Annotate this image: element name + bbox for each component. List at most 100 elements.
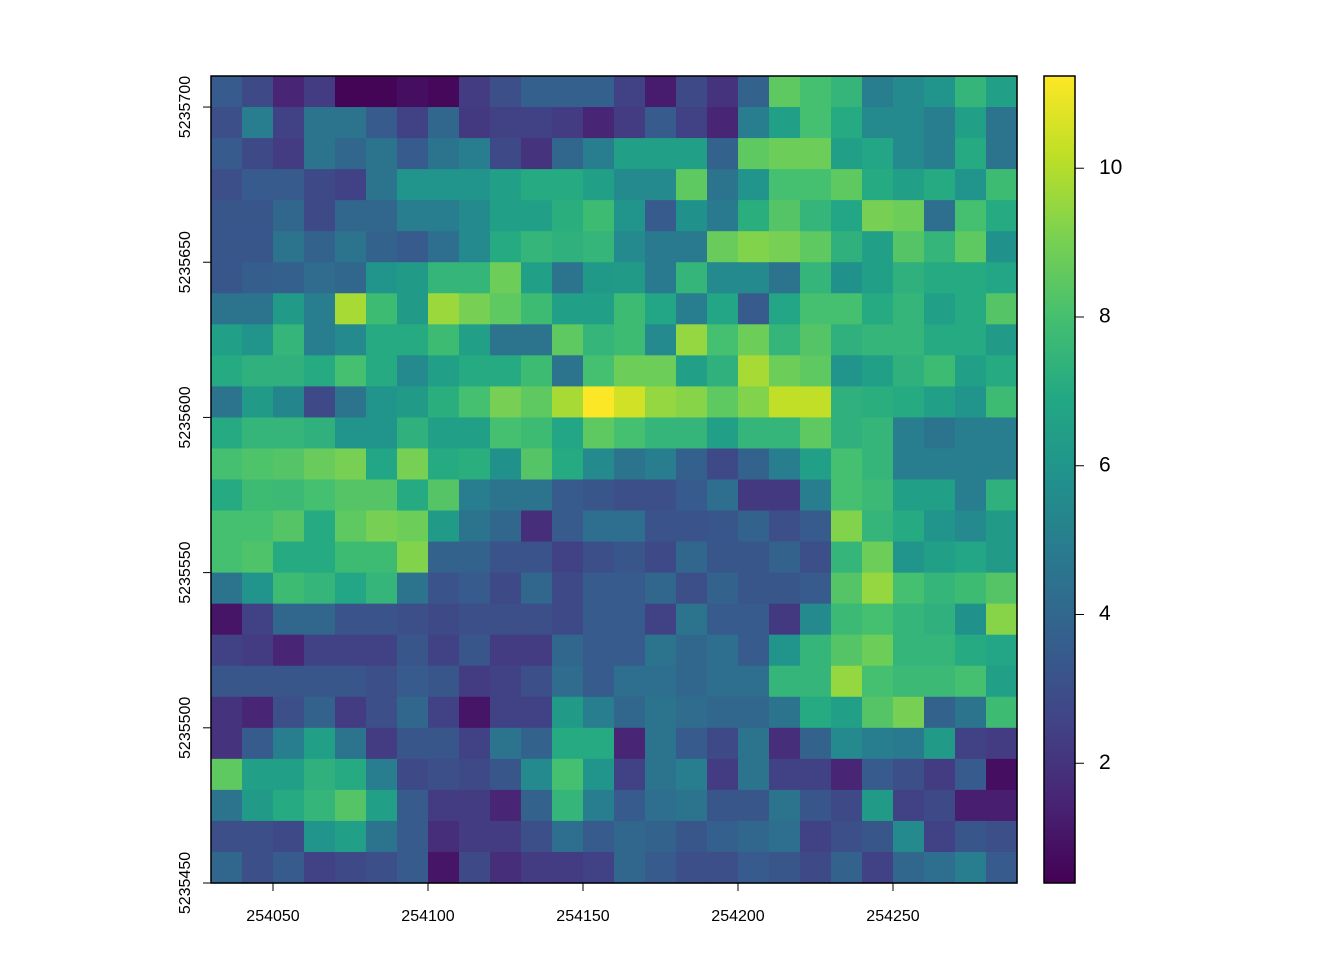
cell — [831, 324, 863, 356]
cell — [831, 696, 863, 729]
cell — [490, 76, 522, 108]
cell — [893, 510, 925, 543]
cell — [521, 510, 553, 543]
cell — [366, 820, 398, 853]
cell — [862, 851, 894, 884]
cell — [552, 696, 584, 729]
cell — [862, 138, 894, 170]
cell — [800, 107, 832, 139]
cell — [211, 107, 243, 139]
cell — [335, 231, 367, 263]
cell — [521, 169, 553, 201]
cell — [521, 572, 553, 605]
cell — [676, 851, 708, 884]
cell — [800, 634, 832, 667]
cell — [521, 603, 553, 636]
cell — [986, 727, 1018, 760]
cell — [428, 448, 460, 481]
cell — [800, 665, 832, 698]
cell — [242, 665, 274, 698]
cell — [614, 200, 646, 232]
cell — [335, 603, 367, 636]
cell — [583, 293, 615, 325]
cell — [800, 727, 832, 760]
cell — [273, 851, 305, 884]
cell — [893, 76, 925, 108]
cell — [800, 789, 832, 822]
cell — [242, 634, 274, 667]
cell — [397, 665, 429, 698]
cell — [397, 572, 429, 605]
cell — [428, 758, 460, 791]
cell — [831, 665, 863, 698]
cell — [862, 634, 894, 667]
cell — [955, 479, 987, 512]
cell — [645, 820, 677, 853]
cell — [304, 851, 336, 884]
cell — [211, 386, 243, 419]
cell — [428, 169, 460, 201]
cell — [676, 727, 708, 760]
cell — [521, 355, 553, 387]
cell — [893, 169, 925, 201]
cell — [490, 727, 522, 760]
cell — [397, 789, 429, 822]
cell — [800, 76, 832, 108]
cell — [335, 820, 367, 853]
cell — [986, 138, 1018, 170]
cell — [769, 231, 801, 263]
cell — [304, 138, 336, 170]
cell — [738, 200, 770, 232]
cell — [738, 727, 770, 760]
cell — [366, 634, 398, 667]
cell — [800, 293, 832, 325]
cell — [831, 417, 863, 450]
cell — [366, 386, 398, 419]
cell — [459, 107, 491, 139]
cell — [645, 572, 677, 605]
cell — [242, 138, 274, 170]
cell — [552, 758, 584, 791]
cell — [676, 603, 708, 636]
x-tick-label: 254150 — [556, 908, 609, 925]
cell — [490, 758, 522, 791]
cell — [552, 541, 584, 574]
cell — [738, 107, 770, 139]
cell — [459, 355, 491, 387]
cell — [614, 448, 646, 481]
cell — [459, 696, 491, 729]
y-tick-label: 5235600 — [177, 386, 194, 448]
cell — [769, 107, 801, 139]
cell — [986, 169, 1018, 201]
x-tick-label: 254100 — [401, 908, 454, 925]
cell — [769, 138, 801, 170]
cell — [211, 603, 243, 636]
cell — [304, 479, 336, 512]
cell — [986, 107, 1018, 139]
cell — [769, 603, 801, 636]
cell — [242, 479, 274, 512]
cell — [924, 510, 956, 543]
cell — [521, 634, 553, 667]
cell — [552, 727, 584, 760]
cell — [521, 293, 553, 325]
cell — [366, 603, 398, 636]
cell — [273, 76, 305, 108]
cell — [614, 355, 646, 387]
cell — [831, 572, 863, 605]
cell — [924, 479, 956, 512]
cell — [397, 634, 429, 667]
cell — [738, 851, 770, 884]
cell — [490, 634, 522, 667]
cell — [645, 107, 677, 139]
cell — [366, 138, 398, 170]
cell — [366, 696, 398, 729]
cell — [428, 572, 460, 605]
cell — [831, 386, 863, 419]
cell — [707, 572, 739, 605]
cell — [335, 200, 367, 232]
cell — [459, 820, 491, 853]
cell — [552, 355, 584, 387]
cell — [397, 76, 429, 108]
cell — [335, 107, 367, 139]
